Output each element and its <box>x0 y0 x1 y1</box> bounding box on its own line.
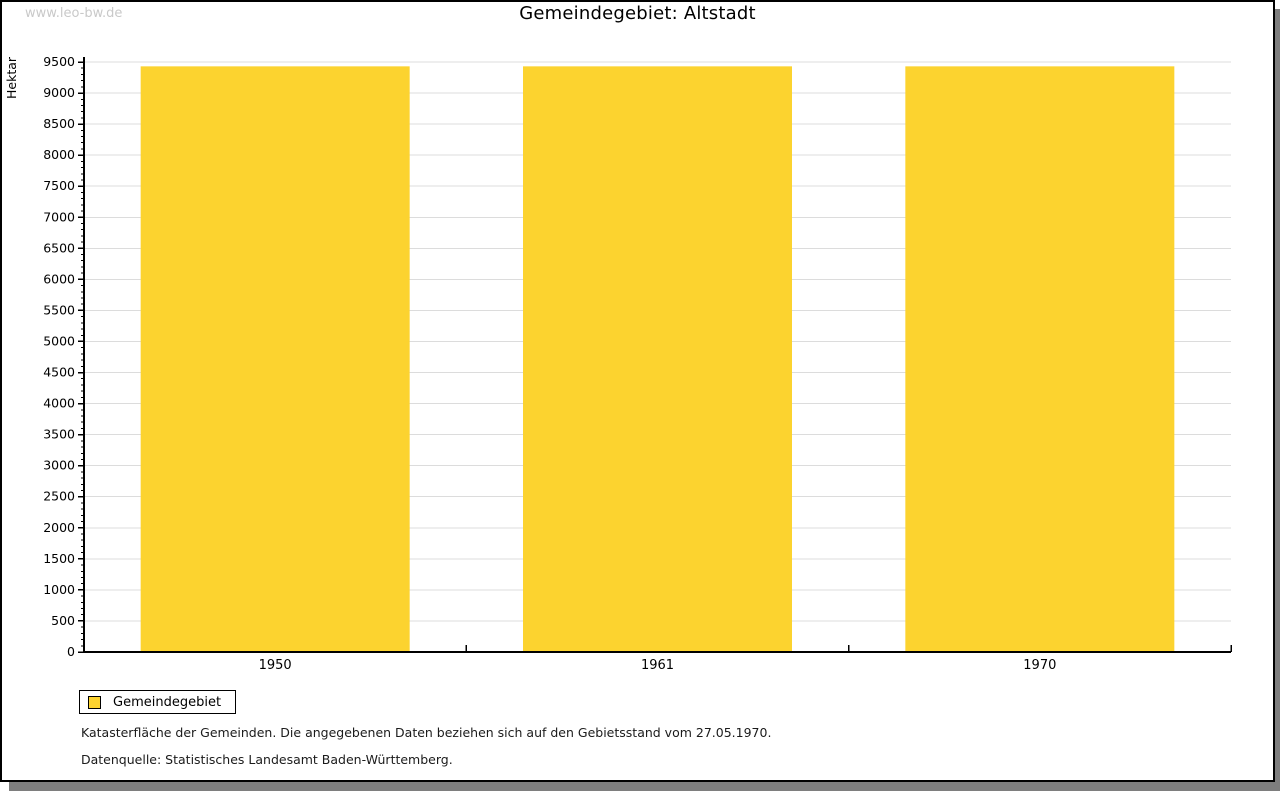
y-tick-label: 8500 <box>43 116 75 131</box>
y-tick-label: 3000 <box>43 458 75 473</box>
footnote-source-note: Katasterfläche der Gemeinden. Die angege… <box>81 725 772 740</box>
legend-label: Gemeindegebiet <box>113 694 222 710</box>
legend-swatch <box>88 695 101 709</box>
legend-item: Gemeindegebiet <box>88 695 221 710</box>
y-tick-label: 9500 <box>43 54 75 69</box>
y-tick-label: 2000 <box>43 520 75 535</box>
y-tick-label: 500 <box>51 613 75 628</box>
bar-1961 <box>523 66 792 653</box>
bar-1970 <box>905 66 1175 653</box>
bars <box>140 66 1175 653</box>
x-tick-label-1961: 1961 <box>641 658 674 673</box>
chart-title: Gemeindegebiet: Altstadt <box>519 3 756 24</box>
y-tick-label: 5000 <box>43 333 75 348</box>
x-tick-label-1970: 1970 <box>1023 658 1056 673</box>
y-axis-title: Hektar <box>4 56 19 99</box>
y-tick-label: 2500 <box>43 489 75 504</box>
y-tick-label: 5500 <box>43 302 75 317</box>
y-tick-label: 1000 <box>43 582 75 597</box>
bar-1950 <box>140 66 410 653</box>
y-tick-label: 6000 <box>43 271 75 286</box>
y-tick-label: 7000 <box>43 209 75 224</box>
footnote-data-source: Datenquelle: Statistisches Landesamt Bad… <box>81 752 453 767</box>
y-tick-label: 6500 <box>43 240 75 255</box>
y-tick-label: 8000 <box>43 147 75 162</box>
y-tick-label: 4500 <box>43 365 75 380</box>
y-tick-label: 9000 <box>43 85 75 100</box>
bar-chart: 0 500 1000 1500 2000 2500 3000 3500 4000 4500 5000… <box>4 54 1232 673</box>
chart-legend: Gemeindegebiet <box>79 690 237 714</box>
y-tick-label: 0 <box>67 644 75 659</box>
y-tick-label: 1500 <box>43 551 75 566</box>
y-tick-label: 7500 <box>43 178 75 193</box>
y-tick-label: 3500 <box>43 427 75 442</box>
y-tick-label: 4000 <box>43 396 75 411</box>
x-tick-label-1950: 1950 <box>259 658 292 673</box>
x-axis-labels: 1950 1961 1970 <box>259 658 1057 673</box>
x-axis-ticks <box>465 645 1232 652</box>
watermark: www.leo-bw.de <box>25 6 123 21</box>
y-axis-ticks: 0 500 1000 1500 2000 2500 3000 3500 4000 4500 5000… <box>43 54 84 659</box>
